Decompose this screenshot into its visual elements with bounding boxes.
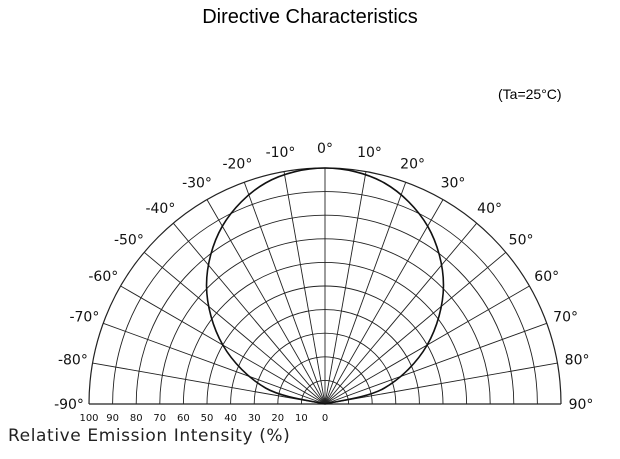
angle-tick-label: 10°: [357, 145, 382, 161]
radial-tick-label: 40: [224, 413, 237, 424]
grid-spoke: [172, 222, 326, 405]
angle-tick-label: 50°: [509, 232, 534, 248]
angle-tick-label: 30°: [441, 175, 466, 191]
grid-spoke: [324, 322, 547, 405]
angle-tick-label: -10°: [266, 145, 296, 161]
angle-tick-label: 70°: [553, 309, 578, 325]
radial-tick-label: 80: [130, 413, 143, 424]
radial-tick-label: 60: [177, 413, 190, 424]
angle-tick-label: 80°: [565, 353, 590, 369]
temperature-condition: (Ta=25°C): [498, 86, 562, 102]
grid-spoke: [324, 362, 558, 405]
angle-tick-label: -90°: [54, 397, 84, 413]
angle-tick-label: -60°: [88, 269, 118, 285]
grid-spoke: [324, 222, 478, 405]
angle-tick-label: 40°: [477, 201, 502, 217]
grid-spoke: [92, 362, 326, 405]
radial-tick-label: 20: [271, 413, 284, 424]
radial-scale-group: 100 90 80 70 60 50 40 30 20 10 0: [79, 413, 328, 424]
angle-label-group: -90° -80° -70° -60° -50°-40° -30° -20° -10° 0° 10…: [54, 141, 593, 413]
polar-grid: [88, 167, 562, 405]
radial-tick-label: 70: [153, 413, 166, 424]
angle-tick-label: -70°: [69, 309, 99, 325]
angle-tick-label: -80°: [58, 353, 88, 369]
grid-spoke: [206, 199, 326, 405]
grid-spoke: [324, 199, 444, 405]
radial-tick-label: 50: [201, 413, 214, 424]
intensity-curve: [205, 167, 445, 405]
radial-tick-label: 100: [79, 413, 98, 424]
angle-tick-label: -20°: [222, 156, 252, 172]
curve-group: [205, 167, 445, 405]
angle-tick-label: 20°: [400, 156, 425, 172]
grid-spoke: [324, 182, 407, 405]
grid-spoke: [324, 251, 507, 405]
grid-spoke: [143, 251, 326, 405]
angle-tick-label: -30°: [182, 175, 212, 191]
grid-spoke: [103, 322, 326, 405]
grid-spoke: [283, 171, 326, 405]
angle-tick-label: -40°: [145, 201, 175, 217]
radial-tick-label: 10: [295, 413, 308, 424]
grid-spoke: [243, 182, 326, 405]
angle-tick-label: -50°: [114, 232, 144, 248]
radial-tick-label: 90: [106, 413, 119, 424]
angle-tick-label: 60°: [534, 269, 559, 285]
radial-tick-label: 30: [248, 413, 261, 424]
grid-spoke: [324, 171, 367, 405]
radial-tick-label: 0: [322, 413, 328, 424]
chart-title: Directive Characteristics: [202, 6, 418, 28]
x-axis-label: Relative Emission Intensity (%): [8, 426, 291, 446]
angle-tick-label: 0°: [317, 141, 333, 157]
angle-tick-label: 90°: [569, 397, 594, 413]
